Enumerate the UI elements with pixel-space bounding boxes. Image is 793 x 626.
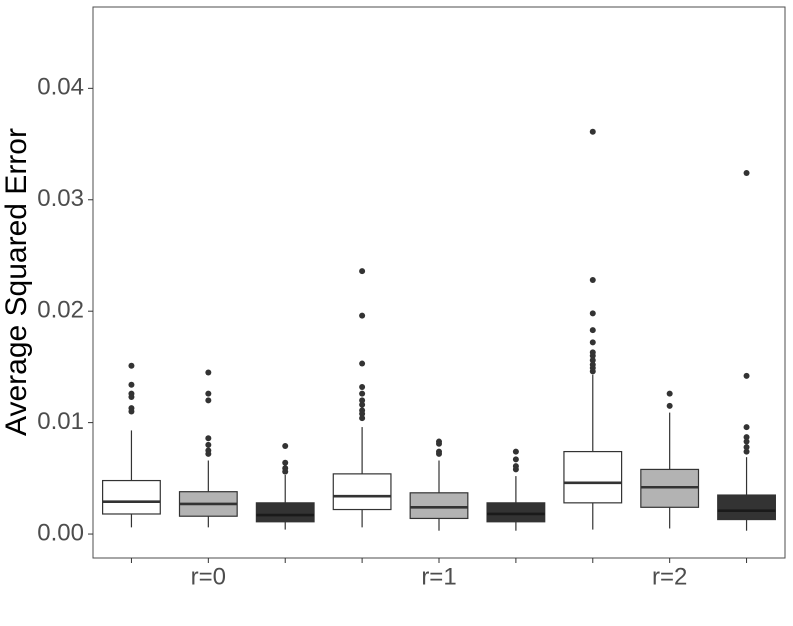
outlier — [743, 444, 750, 451]
y-tick-label: 0.02 — [37, 297, 84, 324]
x-tick-label: r=0 — [191, 563, 226, 590]
box — [409, 492, 469, 520]
outlier — [128, 393, 135, 400]
y-tick-label: 0.01 — [37, 408, 84, 435]
box — [717, 494, 776, 521]
outlier — [128, 381, 135, 388]
outlier — [512, 448, 519, 455]
outlier — [743, 170, 750, 177]
outlier — [128, 362, 135, 369]
outlier — [743, 372, 750, 379]
outlier — [589, 357, 596, 364]
outlier — [359, 268, 366, 275]
outlier — [436, 440, 442, 447]
outlier — [205, 450, 212, 457]
y-tick-label: 0.00 — [37, 519, 84, 546]
y-axis-title: Average Squared Error — [0, 128, 33, 436]
outlier — [128, 408, 135, 415]
outlier — [359, 415, 366, 422]
outlier — [359, 401, 366, 408]
x-tick-label: r=2 — [652, 563, 687, 590]
outlier — [359, 390, 366, 397]
outlier — [205, 441, 212, 448]
outlier — [205, 397, 212, 404]
x-tick-label: r=1 — [421, 563, 456, 590]
box — [563, 450, 623, 504]
outlier — [743, 448, 750, 455]
outlier — [589, 368, 596, 375]
y-tick-label: 0.04 — [37, 74, 84, 101]
outlier — [512, 456, 519, 463]
y-tick-label: 0.03 — [37, 185, 84, 212]
outlier — [589, 352, 596, 359]
box — [102, 479, 161, 515]
outlier — [205, 369, 212, 376]
outlier — [589, 276, 596, 283]
outlier — [743, 438, 750, 445]
outlier — [359, 360, 366, 367]
outlier — [589, 128, 596, 135]
outlier — [282, 443, 289, 450]
outlier — [205, 390, 212, 397]
outlier — [512, 466, 519, 473]
box — [255, 502, 315, 523]
box — [332, 473, 392, 511]
outlier — [589, 310, 596, 317]
outlier — [666, 402, 673, 409]
outlier — [589, 339, 596, 346]
outlier — [282, 459, 289, 466]
outlier — [359, 397, 366, 404]
outlier — [282, 468, 289, 475]
outlier — [743, 424, 750, 431]
outlier — [359, 410, 366, 417]
outlier — [436, 450, 442, 457]
outlier — [589, 327, 596, 334]
box — [486, 502, 546, 523]
outlier — [205, 435, 212, 442]
outlier — [359, 312, 366, 319]
outlier — [743, 434, 750, 441]
outlier — [359, 383, 366, 390]
outlier — [666, 390, 673, 397]
